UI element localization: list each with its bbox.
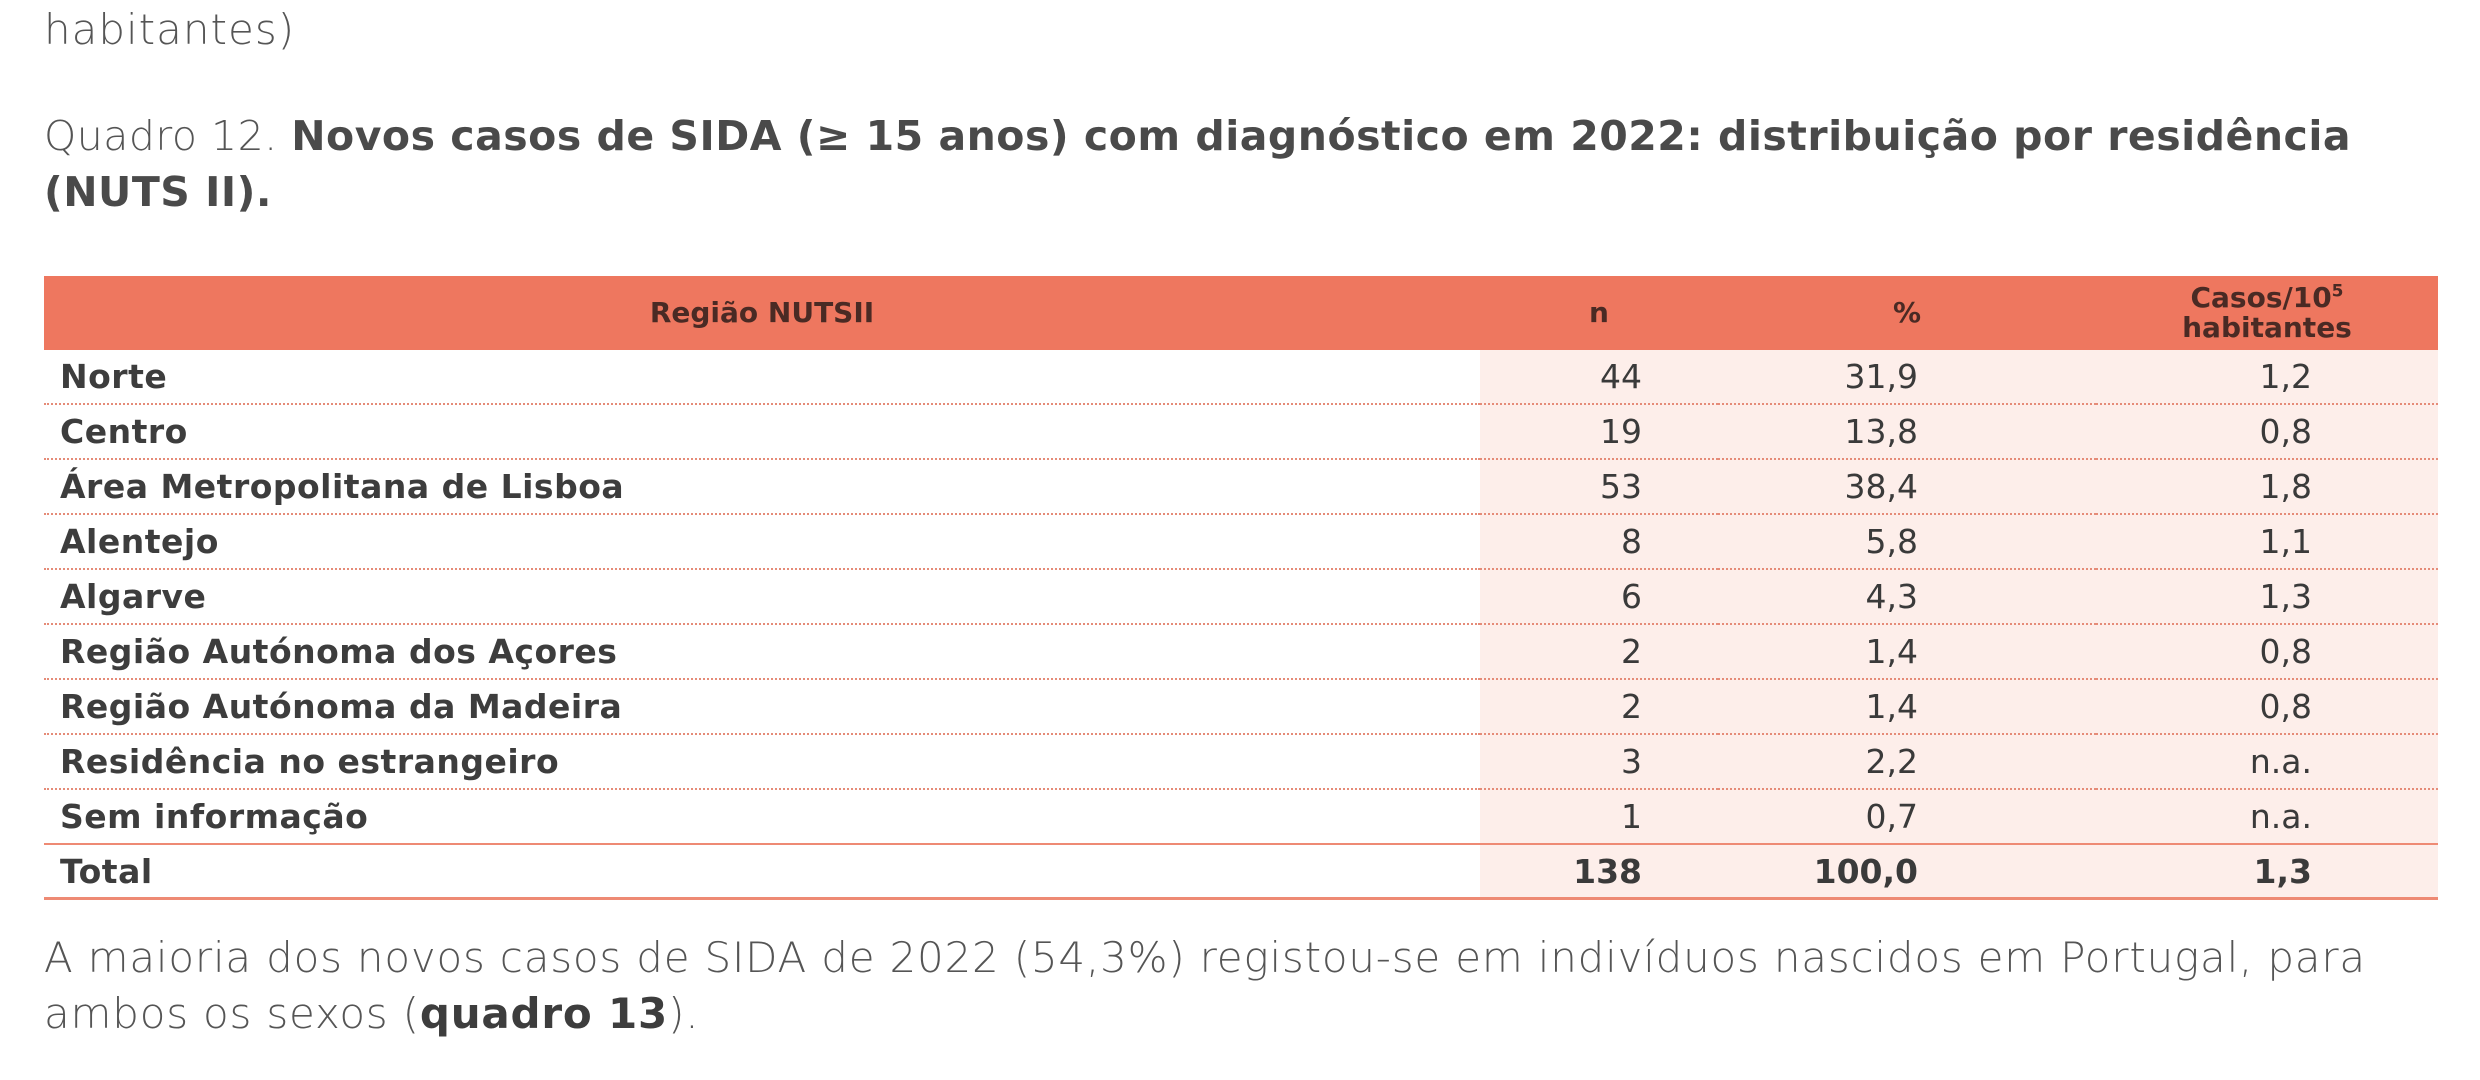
row-region: Centro <box>44 404 1480 460</box>
caption-title: Novos casos de SIDA (≥ 15 anos) com diag… <box>44 112 2352 216</box>
header-rate-line1: Casos/10 <box>2190 281 2332 314</box>
row-percent: 31,9 <box>1718 350 2096 405</box>
row-n: 19 <box>1480 404 1718 460</box>
header-row: Região NUTSII n % Casos/105 habitantes <box>44 276 2438 350</box>
caption-label: Quadro 12. <box>44 112 292 160</box>
total-rate: 1,3 <box>2096 844 2438 900</box>
row-n: 53 <box>1480 459 1718 515</box>
row-n: 2 <box>1480 679 1718 735</box>
table-row: Norte 44 31,9 1,2 <box>44 350 2438 405</box>
header-percent: % <box>1718 276 2096 350</box>
row-rate: 0,8 <box>2096 404 2438 460</box>
table-row: Sem informação 1 0,7 n.a. <box>44 789 2438 845</box>
row-region: Norte <box>44 350 1480 405</box>
header-rate: Casos/105 habitantes <box>2096 276 2438 350</box>
row-rate: 1,1 <box>2096 514 2438 570</box>
header-n: n <box>1480 276 1718 350</box>
paragraph-text-after: ). <box>668 989 700 1038</box>
table-reference: quadro 13 <box>419 989 669 1038</box>
row-rate: 1,8 <box>2096 459 2438 515</box>
table-row: Região Autónoma dos Açores 2 1,4 0,8 <box>44 624 2438 680</box>
table-header: Região NUTSII n % Casos/105 habitantes <box>44 276 2438 350</box>
total-row: Total 138 100,0 1,3 <box>44 844 2438 900</box>
table-row: Área Metropolitana de Lisboa 53 38,4 1,8 <box>44 459 2438 515</box>
row-rate: n.a. <box>2096 789 2438 845</box>
total-label: Total <box>44 844 1480 900</box>
previous-caption-fragment: habitantes) <box>44 5 296 54</box>
table-row: Região Autónoma da Madeira 2 1,4 0,8 <box>44 679 2438 735</box>
row-rate: 1,2 <box>2096 350 2438 405</box>
table-row: Algarve 6 4,3 1,3 <box>44 569 2438 625</box>
row-region: Área Metropolitana de Lisboa <box>44 459 1480 515</box>
row-n: 3 <box>1480 734 1718 790</box>
nuts-residence-table: Região NUTSII n % Casos/105 habitantes N… <box>44 276 2438 900</box>
row-rate: 1,3 <box>2096 569 2438 625</box>
row-n: 44 <box>1480 350 1718 405</box>
total-percent: 100,0 <box>1718 844 2096 900</box>
data-table-container: Região NUTSII n % Casos/105 habitantes N… <box>44 276 2438 900</box>
row-percent: 1,4 <box>1718 624 2096 680</box>
row-region: Sem informação <box>44 789 1480 845</box>
row-n: 6 <box>1480 569 1718 625</box>
row-region: Alentejo <box>44 514 1480 570</box>
table-row: Residência no estrangeiro 3 2,2 n.a. <box>44 734 2438 790</box>
body-paragraph: A maioria dos novos casos de SIDA de 202… <box>44 930 2444 1042</box>
row-percent: 13,8 <box>1718 404 2096 460</box>
row-region: Região Autónoma da Madeira <box>44 679 1480 735</box>
row-region: Região Autónoma dos Açores <box>44 624 1480 680</box>
row-percent: 5,8 <box>1718 514 2096 570</box>
row-percent: 4,3 <box>1718 569 2096 625</box>
paragraph-text-before: A maioria dos novos casos de SIDA de 202… <box>44 933 2366 1038</box>
table-row: Alentejo 8 5,8 1,1 <box>44 514 2438 570</box>
header-region: Região NUTSII <box>44 276 1480 350</box>
row-n: 1 <box>1480 789 1718 845</box>
row-n: 8 <box>1480 514 1718 570</box>
row-region: Residência no estrangeiro <box>44 734 1480 790</box>
row-percent: 1,4 <box>1718 679 2096 735</box>
row-percent: 0,7 <box>1718 789 2096 845</box>
header-rate-superscript: 5 <box>2331 281 2344 302</box>
table-caption: Quadro 12. Novos casos de SIDA (≥ 15 ano… <box>44 108 2444 220</box>
total-n: 138 <box>1480 844 1718 900</box>
row-n: 2 <box>1480 624 1718 680</box>
header-rate-line2: habitantes <box>2182 311 2352 344</box>
row-rate: n.a. <box>2096 734 2438 790</box>
row-percent: 2,2 <box>1718 734 2096 790</box>
table-row: Centro 19 13,8 0,8 <box>44 404 2438 460</box>
row-region: Algarve <box>44 569 1480 625</box>
table-body: Norte 44 31,9 1,2 Centro 19 13,8 0,8 Áre… <box>44 350 2438 900</box>
row-percent: 38,4 <box>1718 459 2096 515</box>
row-rate: 0,8 <box>2096 679 2438 735</box>
row-rate: 0,8 <box>2096 624 2438 680</box>
